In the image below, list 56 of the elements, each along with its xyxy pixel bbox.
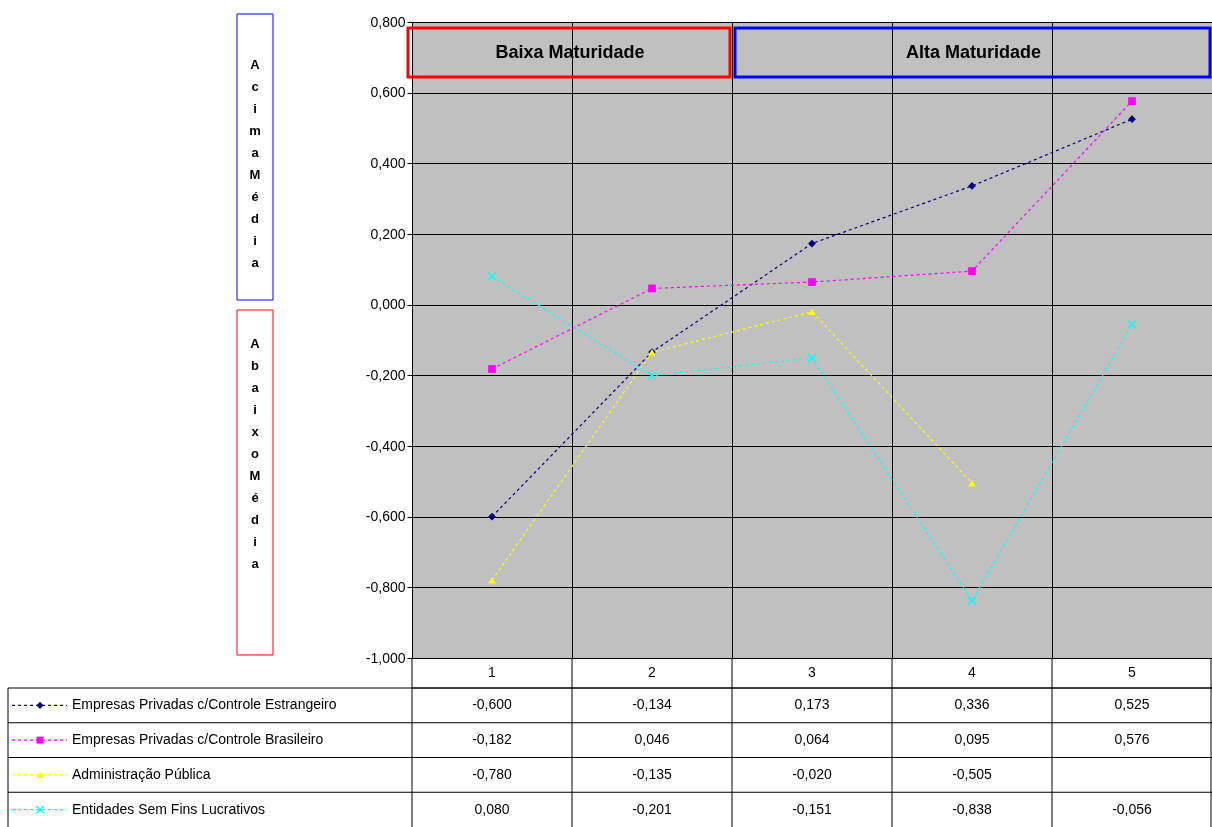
data-label: 0,576 (1114, 731, 1150, 748)
data-label: -0,201 (632, 800, 673, 817)
data-label: 0,064 (794, 731, 830, 748)
point (648, 284, 656, 293)
text: Acima Média (249, 57, 261, 270)
data-label: 0,046 (634, 731, 670, 748)
legend-label: Administração Pública (72, 765, 211, 782)
y-tick-label: -0,400 (365, 437, 406, 454)
y-tick-label: 0,200 (370, 225, 406, 242)
point (488, 576, 496, 584)
y-tick-label: 0,400 (370, 154, 406, 171)
annotation: Alta Maturidade (905, 42, 1042, 62)
point (487, 271, 497, 282)
data-label: -0,182 (472, 731, 513, 748)
data-label: 0,336 (954, 696, 990, 713)
point (808, 278, 816, 286)
y-tick-label: -0,600 (365, 508, 406, 525)
x-tick-label: 1 (488, 664, 497, 680)
y-tick-label: -0,800 (365, 578, 406, 595)
point (808, 308, 816, 316)
data-label: -0,135 (632, 765, 673, 782)
data-label: 0,095 (954, 731, 990, 748)
point (808, 239, 816, 248)
legend-label: Empresas Privadas c/Controle Brasileiro (72, 731, 324, 748)
data-label: -0,838 (952, 800, 993, 817)
data-label: -0,600 (472, 696, 513, 713)
y-tick-label: -1,000 (365, 649, 406, 666)
data-label: -0,151 (792, 800, 833, 817)
legend-label: Entidades Sem Fins Lucrativos (72, 800, 265, 817)
x-tick-label: 2 (648, 664, 657, 680)
point (647, 371, 657, 381)
x-tick-label: 3 (808, 664, 817, 680)
data-label: -0,780 (472, 765, 513, 782)
point (1127, 319, 1137, 330)
legend-label: Empresas Privadas c/Controle Estrangeiro (72, 696, 337, 713)
data-label: -0,505 (952, 765, 993, 782)
point (488, 365, 496, 373)
point (488, 512, 496, 521)
data-label: 0,525 (1114, 696, 1150, 713)
point (807, 353, 817, 363)
y-tick-label: -0,200 (365, 366, 406, 383)
data-label: 0,080 (474, 800, 510, 817)
point (968, 267, 976, 275)
point (967, 596, 977, 606)
data-label: -0,134 (632, 696, 673, 713)
x-tick-label: 5 (1128, 664, 1137, 680)
data-label: -0,020 (792, 765, 833, 782)
y-tick-label: 0,000 (370, 296, 406, 313)
x-tick-label: 4 (968, 664, 977, 680)
text: Abaixo Média (249, 336, 261, 571)
y-tick-label: 0,800 (370, 13, 406, 30)
data-label: 0,173 (794, 696, 830, 713)
data-label: -0,056 (1112, 800, 1153, 817)
point (1128, 115, 1136, 124)
point (1128, 97, 1136, 106)
y-tick-label: 0,600 (370, 84, 406, 101)
